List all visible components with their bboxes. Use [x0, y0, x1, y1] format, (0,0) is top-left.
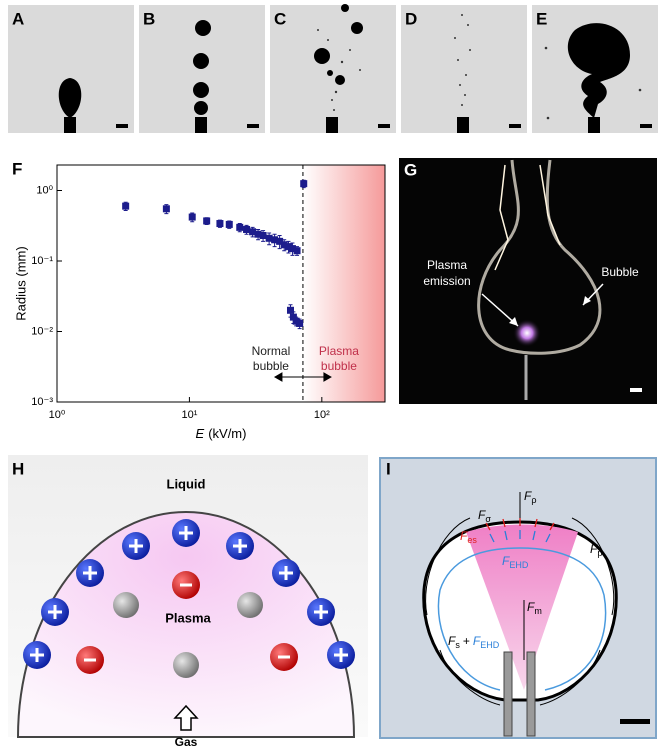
data-point	[286, 306, 294, 314]
data-point	[288, 245, 296, 253]
x-axis-unit: (kV/m)	[208, 426, 246, 441]
panel-label: G	[404, 160, 417, 179]
data-point	[296, 319, 304, 327]
force-symbol: F	[478, 508, 486, 522]
data-point	[271, 236, 279, 244]
double-arrow	[273, 372, 332, 382]
x-tick-label: 10²	[314, 409, 330, 421]
y-axis-label: Radius (mm)	[13, 246, 28, 320]
force-symbol: F	[473, 634, 481, 648]
force-symbol: F	[590, 542, 598, 556]
spray	[317, 14, 642, 120]
photo-label: Plasma	[427, 258, 467, 272]
plot-frame	[56, 164, 386, 403]
force-symbol: F	[460, 529, 468, 543]
data-point	[188, 213, 196, 221]
force-subscript: EHD	[480, 640, 500, 650]
photo-label: emission	[423, 274, 470, 288]
annotation: bubble	[253, 359, 289, 373]
force-subscript: σ	[485, 514, 491, 524]
data-point	[122, 202, 130, 210]
force-label: Fes	[460, 529, 477, 545]
x-tick-label: 10¹	[181, 409, 197, 421]
photo-label: Bubble	[601, 265, 639, 279]
panel-label: C	[274, 9, 286, 28]
ions	[23, 519, 355, 678]
data-point	[289, 313, 297, 321]
y-tick-label: 10⁻¹	[31, 255, 53, 267]
y-tick-label: 10⁰	[36, 184, 53, 196]
data-point	[243, 225, 251, 233]
x-axis-label: E (kV/m)	[196, 426, 247, 441]
data-point	[284, 243, 292, 251]
scale-bars	[116, 124, 652, 128]
liquid-label: Liquid	[167, 476, 206, 491]
force-symbol: F	[502, 554, 510, 568]
force-subscript: m	[534, 606, 542, 616]
force-label: Fs + FEHD	[448, 634, 500, 650]
force-subscript: p	[597, 548, 602, 558]
droplets	[58, 4, 630, 133]
force-label: FEHD	[502, 554, 529, 570]
y-tick-label: 10⁻³	[31, 396, 53, 408]
force-label: Fp	[590, 542, 602, 558]
panel-label: D	[405, 9, 417, 28]
force-label: Fρ	[524, 489, 536, 505]
force-subscript: ρ	[531, 495, 536, 505]
data-point	[249, 228, 257, 236]
gas-label: Gas	[175, 735, 198, 749]
data-point	[300, 180, 308, 188]
photo-g: Plasma emission Bubble	[399, 158, 657, 404]
data-point	[236, 223, 244, 231]
force-label: Fm	[527, 600, 542, 616]
chart: 10⁰ 10¹ 10² 10⁻³ 10⁻² 10⁻¹ 10⁰ E (kV/m) Radius (m…	[13, 164, 386, 441]
annotation: Plasma	[319, 344, 359, 358]
panel-label: B	[143, 9, 155, 28]
photo-row	[8, 4, 658, 133]
data-point	[254, 230, 262, 238]
plasma-region	[302, 165, 385, 402]
annotation: Normal	[252, 344, 291, 358]
x-tick-label: 10⁰	[49, 409, 66, 421]
data-point	[259, 231, 267, 239]
data-point	[225, 220, 233, 228]
annotation: bubble	[321, 359, 357, 373]
force-symbol: F	[448, 634, 456, 648]
schematic-h: Liquid Plasma Gas	[8, 455, 368, 749]
data-point	[216, 220, 224, 228]
data-point	[280, 241, 288, 249]
panel-label: E	[536, 9, 547, 28]
force-label: Fσ	[478, 508, 491, 524]
photo-c	[270, 5, 396, 133]
force-subscript: s	[455, 640, 460, 650]
panel-label: A	[12, 9, 24, 28]
x-axis-symbol: E	[196, 426, 205, 441]
data-point	[276, 237, 284, 245]
data-point	[203, 217, 211, 225]
panel-label: H	[12, 459, 24, 478]
plus: +	[463, 634, 470, 648]
photo-d	[401, 5, 527, 133]
force-symbol: F	[527, 600, 535, 614]
force-symbol: F	[524, 489, 532, 503]
panel-labels: A B C D E F G H I	[12, 9, 547, 478]
data-point	[265, 234, 273, 242]
panel-label: I	[386, 459, 391, 478]
y-tick-label: 10⁻²	[31, 325, 53, 337]
force-subscript: EHD	[509, 560, 529, 570]
plasma-label: Plasma	[165, 610, 211, 625]
data-point	[162, 205, 170, 213]
data-point	[293, 247, 301, 255]
force-subscript: es	[467, 535, 477, 545]
panel-label: F	[12, 159, 22, 178]
